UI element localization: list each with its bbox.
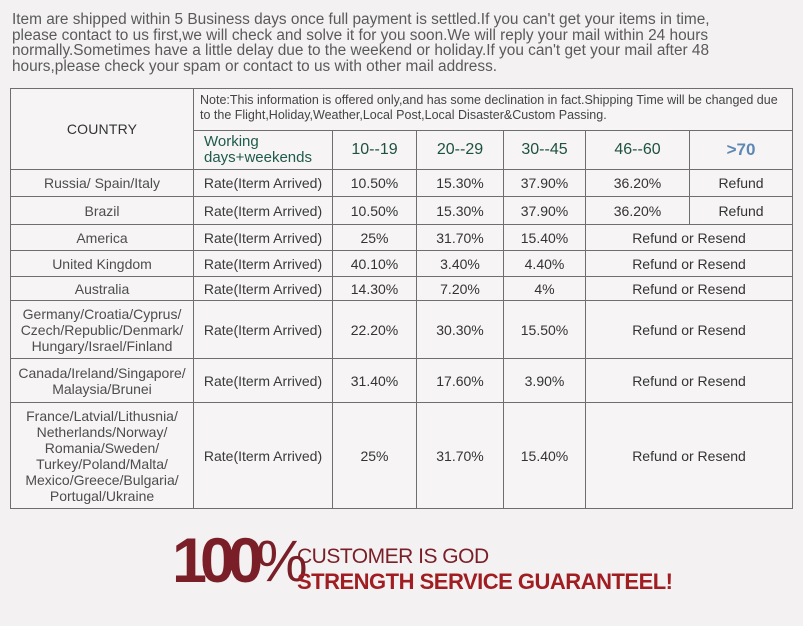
refund-resend-cell: Refund or Resend (584, 276, 794, 301)
rate-label: Rate(Iterm Arrived) (193, 224, 333, 251)
shipping-rate-table: COUNTRY Note:This information is offered… (10, 88, 794, 509)
rate-value: 30.30% (416, 300, 504, 359)
rate-value: 17.60% (416, 358, 504, 403)
country-name: Canada/Ireland/Singapore/ (18, 364, 186, 381)
rate-value: 15.40% (503, 402, 586, 509)
country-name: Germany/Croatia/Cyprus/ (22, 305, 182, 322)
slogan-percent-sign: % (256, 529, 308, 594)
rate-value: 31.70% (416, 224, 504, 251)
rate-label: Rate(Iterm Arrived) (193, 196, 333, 225)
rate-value: 3.90% (503, 358, 586, 403)
rate-label: Rate(Iterm Arrived) (193, 169, 333, 197)
country-cell: Australia (10, 276, 194, 301)
refund-cell: Refund (688, 169, 794, 197)
country-name: Turkey/Poland/Malta/ (36, 455, 168, 472)
day-range-header: 10--19 (332, 130, 417, 170)
rate-value: 4% (503, 276, 586, 301)
rate-label: Rate(Iterm Arrived) (193, 300, 333, 359)
table-row: America Rate(Iterm Arrived) 25% 31.70% 1… (10, 224, 794, 251)
rate-value: 15.40% (503, 224, 586, 251)
country-name: Hungary/Israel/Finland (31, 337, 173, 354)
table-row: Brazil Rate(Iterm Arrived) 10.50% 15.30%… (10, 196, 794, 225)
rate-value: 10.50% (332, 196, 417, 225)
notice-line: hours,please check your spam or contact … (12, 57, 498, 75)
notice-line: Item are shipped within 5 Business days … (12, 11, 710, 28)
rate-value: 15.30% (416, 169, 504, 197)
refund-resend-cell: Refund or Resend (584, 250, 794, 277)
day-range-header: >70 (688, 130, 794, 170)
rate-label: Rate(Iterm Arrived) (193, 402, 333, 509)
rate-value: 25% (332, 224, 417, 251)
table-row: United Kingdom Rate(Iterm Arrived) 40.10… (10, 250, 794, 277)
rate-value: 15.50% (503, 300, 586, 359)
country-cell: Germany/Croatia/Cyprus/ Czech/Republic/D… (10, 300, 194, 359)
country-cell: France/Latvial/Lithusnia/ Netherlands/No… (10, 402, 194, 509)
country-name: Portugal/Ukraine (49, 487, 155, 504)
refund-cell: Refund (688, 196, 794, 225)
rate-value: 37.90% (503, 169, 586, 197)
rate-value: 3.40% (416, 250, 504, 277)
refund-resend-cell: Refund or Resend (584, 300, 794, 359)
table-row: Russia/ Spain/Italy Rate(Iterm Arrived) … (10, 169, 794, 197)
rate-value: 31.70% (416, 402, 504, 509)
country-cell: Russia/ Spain/Italy (10, 169, 194, 197)
slogan-line-1: CUSTOMER IS GOD (297, 545, 489, 568)
refund-resend-cell: Refund or Resend (584, 224, 794, 251)
country-cell: United Kingdom (10, 250, 194, 277)
country-cell: Canada/Ireland/Singapore/ Malaysia/Brune… (10, 358, 194, 403)
rate-value: 22.20% (332, 300, 417, 359)
rate-value: 37.90% (503, 196, 586, 225)
country-name: Netherlands/Norway/ (36, 423, 168, 440)
rate-label: Rate(Iterm Arrived) (193, 250, 333, 277)
country-name: Mexico/Greece/Bulgaria/ (25, 471, 179, 488)
working-days-header: Working days+weekends (193, 130, 333, 170)
day-range-header: 30--45 (503, 130, 586, 170)
rate-value: 14.30% (332, 276, 417, 301)
rate-value: 36.20% (585, 196, 690, 225)
country-name: France/Latvial/Lithusnia/ (26, 407, 178, 424)
table-row: Australia Rate(Iterm Arrived) 14.30% 7.2… (10, 276, 794, 301)
slogan-line-2: STRENGTH SERVICE GUARANTEEL! (297, 569, 673, 594)
day-range-header: 46--60 (585, 130, 690, 170)
rate-value: 25% (332, 402, 417, 509)
working-days-label: days+weekends (204, 149, 312, 166)
refund-resend-cell: Refund or Resend (584, 402, 794, 509)
table-row: Germany/Croatia/Cyprus/ Czech/Republic/D… (10, 300, 794, 359)
slogan-big-number: 100 (172, 526, 263, 596)
country-cell: America (10, 224, 194, 251)
rate-value: 40.10% (332, 250, 417, 277)
rate-value: 10.50% (332, 169, 417, 197)
shipping-note: Note:This information is offered only,an… (192, 88, 794, 131)
table-row: Canada/Ireland/Singapore/ Malaysia/Brune… (10, 358, 794, 403)
table-row: France/Latvial/Lithusnia/ Netherlands/No… (10, 402, 794, 509)
rate-value: 31.40% (332, 358, 417, 403)
rate-value: 7.20% (416, 276, 504, 301)
refund-resend-cell: Refund or Resend (584, 358, 794, 403)
notice-line: normally.Sometimes have a little delay d… (12, 42, 710, 60)
rate-value: 15.30% (416, 196, 504, 225)
rate-value: 36.20% (585, 169, 690, 197)
country-name: Romania/Sweden/ (44, 439, 160, 456)
country-name: Czech/Republic/Denmark/ (20, 321, 184, 338)
rate-value: 4.40% (503, 250, 586, 277)
country-name: Malaysia/Brunei (52, 380, 152, 397)
shipping-notice: Item are shipped within 5 Business days … (12, 12, 788, 74)
country-header: COUNTRY (10, 88, 194, 170)
day-range-header: 20--29 (416, 130, 504, 170)
rate-label: Rate(Iterm Arrived) (193, 358, 333, 403)
working-days-label: Working (204, 133, 259, 150)
notice-line: please contact to us first,we will check… (12, 26, 709, 44)
country-cell: Brazil (10, 196, 194, 225)
rate-label: Rate(Iterm Arrived) (193, 276, 333, 301)
